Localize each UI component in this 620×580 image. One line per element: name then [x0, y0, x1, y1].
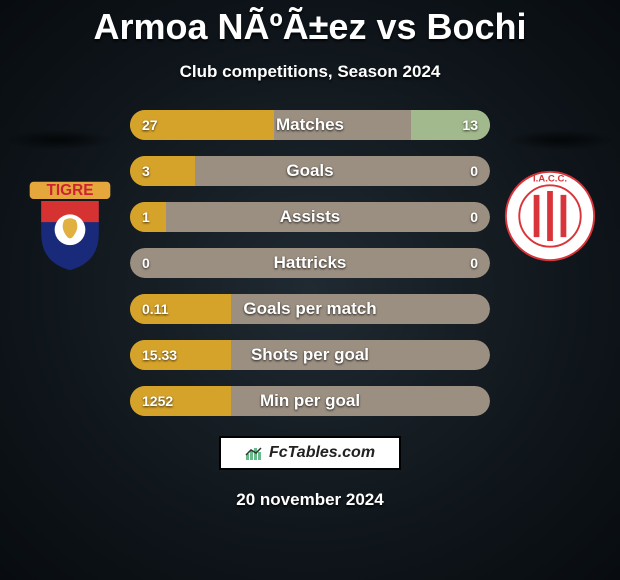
footer-date: 20 november 2024 — [236, 490, 383, 510]
stat-bar: 1252Min per goal — [130, 386, 490, 416]
stat-bar: 0.11Goals per match — [130, 294, 490, 324]
club-right-ring-text: I.A.C.C. — [533, 173, 567, 184]
stat-label: Assists — [130, 202, 490, 232]
club-badge-left: TIGRE — [22, 176, 118, 272]
stat-bar: 30Goals — [130, 156, 490, 186]
stat-label: Matches — [130, 110, 490, 140]
brand-spark-icon — [245, 446, 265, 460]
club-left-banner-text: TIGRE — [47, 182, 94, 199]
stat-label: Min per goal — [130, 386, 490, 416]
stat-bar: 10Assists — [130, 202, 490, 232]
stat-bar: 15.33Shots per goal — [130, 340, 490, 370]
stat-label: Goals — [130, 156, 490, 186]
brand-text: FcTables.com — [269, 444, 375, 462]
club-badge-right: I.A.C.C. — [502, 168, 598, 264]
player-shadow-left — [5, 130, 115, 150]
stat-bar: 2713Matches — [130, 110, 490, 140]
stat-bar: 00Hattricks — [130, 248, 490, 278]
stat-bars: 2713Matches 30Goals 10Assists 00Hattricks 0.… — [130, 110, 490, 416]
brand-footer: FcTables.com — [219, 436, 401, 470]
stat-label: Shots per goal — [130, 340, 490, 370]
stat-label: Hattricks — [130, 248, 490, 278]
comparison-area: TIGRE I.A.C.C. 2713Matches 30Goals 10Assis… — [0, 110, 620, 416]
subtitle: Club competitions, Season 2024 — [180, 62, 441, 82]
page-title: Armoa NÃºÃ±ez vs Bochi — [93, 6, 526, 48]
player-shadow-right — [505, 130, 615, 150]
stat-label: Goals per match — [130, 294, 490, 324]
